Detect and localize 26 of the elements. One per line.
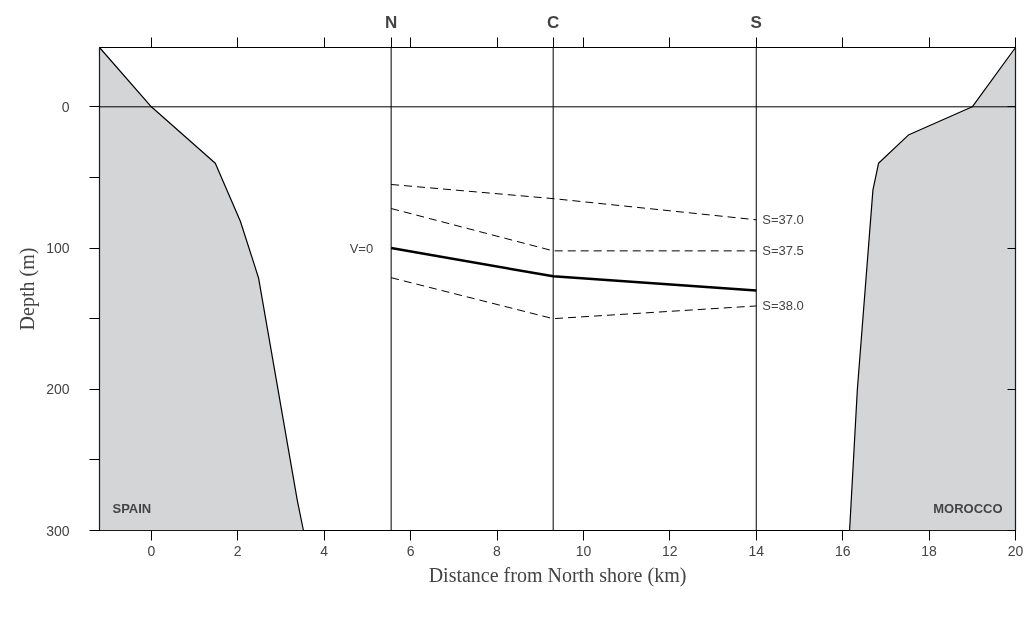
x-tick-label: 10	[575, 542, 592, 559]
x-tick-label: 0	[147, 542, 156, 559]
series-label: S=37.0	[762, 212, 804, 228]
series-label: S=37.5	[762, 243, 804, 259]
y-tick-label: 100	[46, 240, 70, 257]
y-axis-title: Depth (m)	[16, 247, 40, 331]
y-tick-label: 300	[46, 522, 70, 539]
series-label: MOROCCO	[933, 501, 1003, 517]
series-label: S=38.0	[762, 298, 804, 314]
ref-line-label: C	[547, 12, 560, 32]
x-tick-label: 2	[233, 542, 242, 559]
y-tick-label: 200	[46, 381, 70, 398]
series-label: V=0	[349, 240, 374, 256]
x-tick-label: 12	[662, 542, 678, 559]
x-tick-label: 20	[1007, 542, 1024, 559]
x-tick-label: 6	[406, 542, 415, 559]
ref-line-label: N	[385, 12, 398, 32]
ref-line-label: S	[750, 12, 762, 32]
x-tick-label: 16	[834, 542, 851, 559]
x-tick-label: 8	[493, 542, 502, 559]
y-tick-label: 0	[61, 98, 70, 115]
x-tick-label: 14	[748, 542, 765, 559]
x-axis-title: Distance from North shore (km)	[428, 563, 687, 587]
x-tick-label: 4	[320, 542, 329, 559]
series-label: SPAIN	[112, 501, 152, 517]
x-tick-label: 18	[921, 542, 938, 559]
